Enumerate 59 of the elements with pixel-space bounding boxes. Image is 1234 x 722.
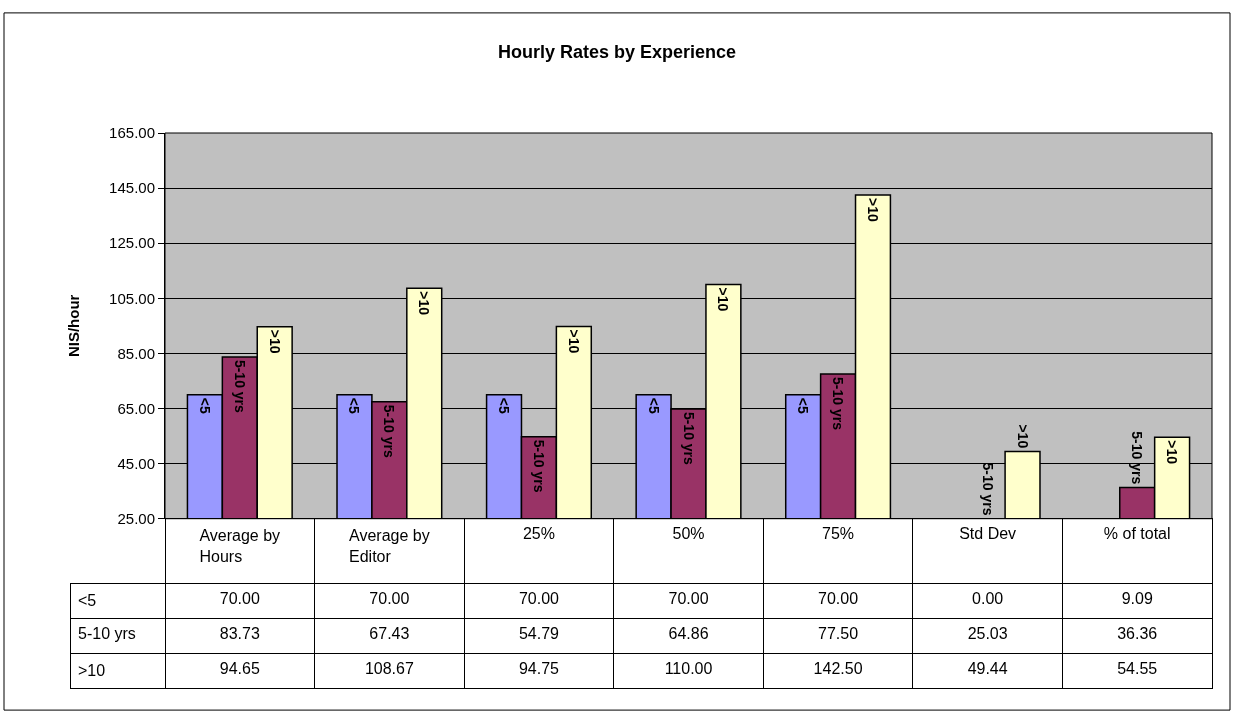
- y-tick-label: 25.00: [117, 509, 155, 527]
- text: >10: [78, 661, 106, 679]
- text: 0.00: [972, 589, 1004, 607]
- data-label: 142.50: [813, 659, 863, 677]
- x-tick-label: % of total: [1103, 524, 1171, 542]
- x-tick-label: 75%: [822, 524, 855, 542]
- text: 5-10 yrs: [680, 411, 697, 465]
- data-label: 108.67: [364, 659, 414, 677]
- text: 5-10 yrs: [78, 624, 136, 642]
- data-label: 36.36: [1117, 624, 1158, 642]
- data-label: 83.73: [219, 624, 260, 642]
- chart-title: Hourly Rates by Experience: [497, 42, 737, 63]
- text: <5: [795, 397, 812, 414]
- data-label: 70.00: [818, 589, 859, 607]
- series-label: >10: [266, 329, 283, 354]
- text: >10: [416, 291, 433, 315]
- data-label: 110.00: [664, 659, 713, 677]
- text: >10: [1014, 424, 1031, 449]
- text: <5: [346, 397, 363, 414]
- text: <5: [496, 397, 513, 414]
- data-label: 54.79: [518, 624, 560, 642]
- y-tick-label: 165.00: [109, 124, 155, 142]
- text: 5-10 yrs: [530, 439, 547, 493]
- text: 9.09: [1121, 589, 1153, 607]
- x-tick-label: Average by Editor: [349, 526, 430, 565]
- data-label: 70.00: [369, 589, 410, 607]
- data-label: 94.65: [219, 659, 260, 677]
- x-tick-label: 25%: [522, 524, 555, 542]
- text: 5-10 yrs: [1129, 431, 1146, 485]
- data-label: 25.03: [967, 624, 1008, 642]
- data-label: 70.00: [668, 589, 709, 607]
- series-label: 5-10 yrs: [231, 359, 248, 414]
- data-label: 54.55: [1117, 659, 1158, 677]
- data-label: 49.44: [967, 659, 1008, 677]
- data-label: 70.00: [518, 589, 560, 607]
- x-tick-label: Average by Hours: [199, 526, 281, 565]
- data-label: 94.75: [518, 659, 560, 677]
- text: <5: [78, 591, 97, 609]
- y-tick-label: 145.00: [109, 179, 155, 197]
- data-label: 77.50: [818, 624, 859, 642]
- y-axis-title: NIS/hour: [65, 294, 83, 358]
- text: >10: [715, 287, 732, 312]
- x-tick-label: Std Dev: [959, 524, 1017, 542]
- text: 5-10 yrs: [830, 377, 847, 431]
- y-tick-label: 105.00: [109, 289, 155, 307]
- y-tick-label: 125.00: [109, 234, 155, 252]
- text: >10: [1164, 440, 1181, 465]
- y-tick-label: 65.00: [117, 399, 155, 417]
- data-label: 67.43: [369, 624, 410, 642]
- text: <5: [645, 397, 662, 414]
- x-tick-label: 50%: [672, 524, 705, 542]
- data-label: 70.00: [219, 589, 260, 607]
- series-label: <5: [196, 397, 213, 414]
- text: >10: [864, 198, 881, 222]
- y-tick-label: 85.00: [117, 344, 155, 362]
- y-tick-label: 45.00: [117, 454, 155, 472]
- text: 5-10 yrs: [381, 404, 398, 458]
- text: >10: [565, 329, 582, 354]
- data-label: 64.86: [668, 624, 709, 642]
